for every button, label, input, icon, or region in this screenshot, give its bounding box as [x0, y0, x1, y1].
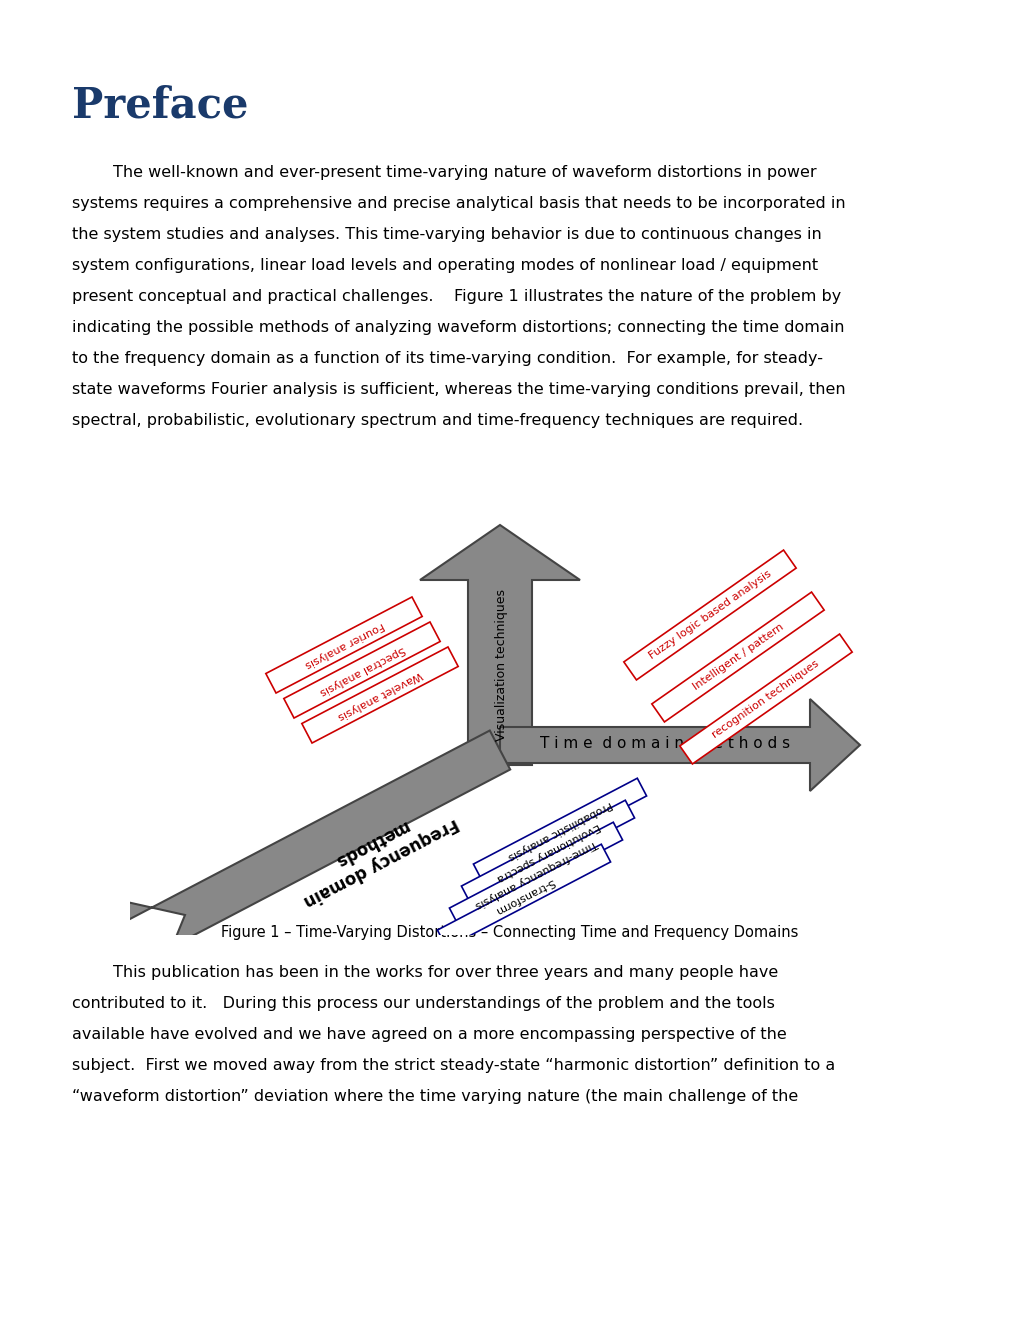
Text: indicating the possible methods of analyzing waveform distortions; connecting th: indicating the possible methods of analy…	[72, 319, 844, 335]
Text: Fourier analysis: Fourier analysis	[303, 620, 385, 669]
Text: T i m e  d o m a i n  m e t h o d s: T i m e d o m a i n m e t h o d s	[539, 735, 790, 751]
Text: The well-known and ever-present time-varying nature of waveform distortions in p: The well-known and ever-present time-var…	[72, 165, 816, 180]
Text: recognition techniques: recognition techniques	[710, 659, 820, 739]
Text: This publication has been in the works for over three years and many people have: This publication has been in the works f…	[72, 965, 777, 979]
Text: Spectral analysis: Spectral analysis	[317, 644, 406, 697]
Polygon shape	[283, 622, 440, 718]
Polygon shape	[461, 800, 634, 904]
Text: S-transform: S-transform	[492, 876, 555, 916]
Polygon shape	[266, 597, 422, 693]
Text: Visualization techniques: Visualization techniques	[495, 589, 508, 741]
Polygon shape	[102, 730, 510, 994]
Polygon shape	[679, 634, 851, 764]
Text: Wavelet analysis: Wavelet analysis	[336, 669, 424, 721]
Polygon shape	[473, 779, 646, 882]
Text: available have evolved and we have agreed on a more encompassing perspective of : available have evolved and we have agree…	[72, 1027, 786, 1041]
Text: Time-frequency analysis: Time-frequency analysis	[473, 838, 598, 909]
Text: Preface: Preface	[72, 84, 249, 127]
Text: contributed to it.   During this process our understandings of the problem and t: contributed to it. During this process o…	[72, 997, 774, 1011]
Text: Frequency domain
methods: Frequency domain methods	[290, 796, 461, 909]
Polygon shape	[499, 700, 859, 791]
Text: subject.  First we moved away from the strict steady-state “harmonic distortion”: subject. First we moved away from the st…	[72, 1059, 835, 1073]
Text: state waveforms Fourier analysis is sufficient, whereas the time-varying conditi: state waveforms Fourier analysis is suff…	[72, 381, 845, 397]
Text: system configurations, linear load levels and operating modes of nonlinear load : system configurations, linear load level…	[72, 257, 817, 273]
Polygon shape	[651, 593, 823, 722]
Text: Probabilistic analysis: Probabilistic analysis	[505, 799, 613, 862]
Polygon shape	[437, 845, 610, 948]
Polygon shape	[624, 550, 796, 680]
Text: “waveform distortion” deviation where the time varying nature (the main challeng: “waveform distortion” deviation where th…	[72, 1089, 798, 1104]
Polygon shape	[449, 822, 622, 925]
Text: Evolutionary spectra: Evolutionary spectra	[494, 821, 601, 883]
Text: systems requires a comprehensive and precise analytical basis that needs to be i: systems requires a comprehensive and pre…	[72, 195, 845, 211]
Text: spectral, probabilistic, evolutionary spectrum and time-frequency techniques are: spectral, probabilistic, evolutionary sp…	[72, 413, 802, 428]
Polygon shape	[302, 647, 458, 743]
Text: present conceptual and practical challenges.    Figure 1 illustrates the nature : present conceptual and practical challen…	[72, 289, 841, 304]
Text: Fuzzy logic based analysis: Fuzzy logic based analysis	[646, 569, 772, 661]
Text: Figure 1 – Time-Varying Distortions – Connecting Time and Frequency Domains: Figure 1 – Time-Varying Distortions – Co…	[221, 925, 798, 940]
Polygon shape	[420, 525, 580, 766]
Text: Intelligent / pattern: Intelligent / pattern	[690, 622, 785, 692]
Text: the system studies and analyses. This time-varying behavior is due to continuous: the system studies and analyses. This ti…	[72, 227, 821, 242]
Text: to the frequency domain as a function of its time-varying condition.  For exampl: to the frequency domain as a function of…	[72, 351, 822, 366]
